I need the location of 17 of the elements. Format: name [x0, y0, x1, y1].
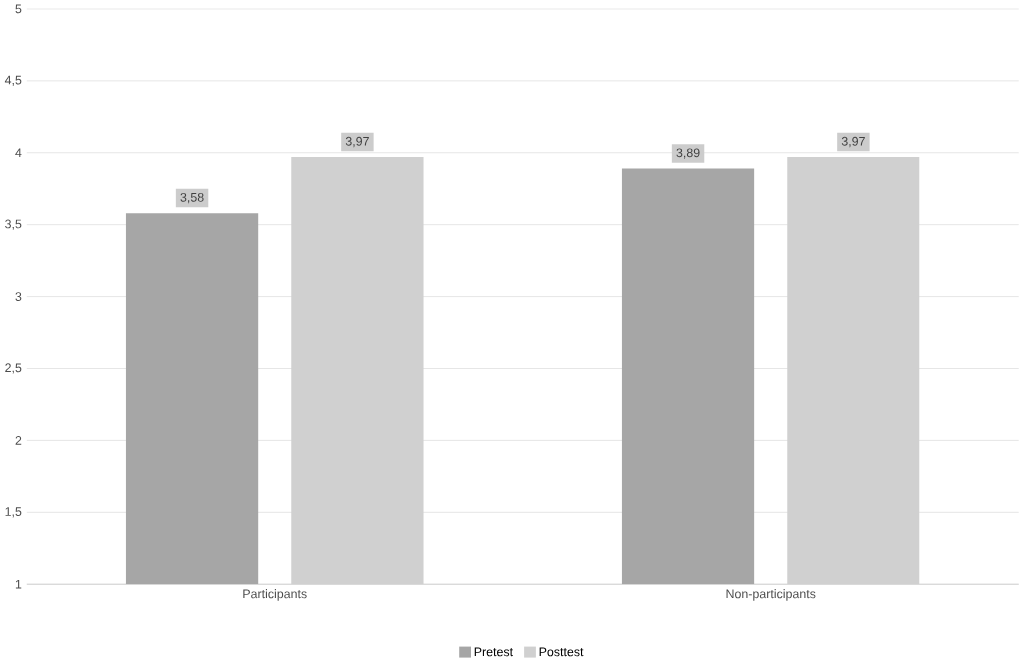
legend-label: Posttest — [539, 647, 584, 657]
x-tick-label: Non-participants — [726, 589, 816, 601]
y-tick-label: 4 — [15, 148, 22, 158]
data-label: 3,89 — [676, 148, 700, 159]
y-tick-label: 2,5 — [5, 363, 22, 374]
y-tick-label: 3,5 — [5, 219, 22, 230]
y-tick-label: 5 — [15, 4, 22, 14]
y-tick-label: 1,5 — [5, 507, 22, 518]
data-label: 3,58 — [180, 193, 204, 204]
y-tick-label: 3 — [15, 292, 22, 302]
data-label: 3,97 — [345, 137, 369, 148]
data-label: 3,97 — [841, 137, 865, 148]
y-tick-label: 2 — [15, 436, 22, 445]
y-tick-label: 1 — [15, 580, 22, 589]
y-tick-label: 4,5 — [4, 75, 22, 87]
legend-label: Pretest — [474, 647, 513, 657]
x-tick-label: Participants — [243, 589, 307, 601]
